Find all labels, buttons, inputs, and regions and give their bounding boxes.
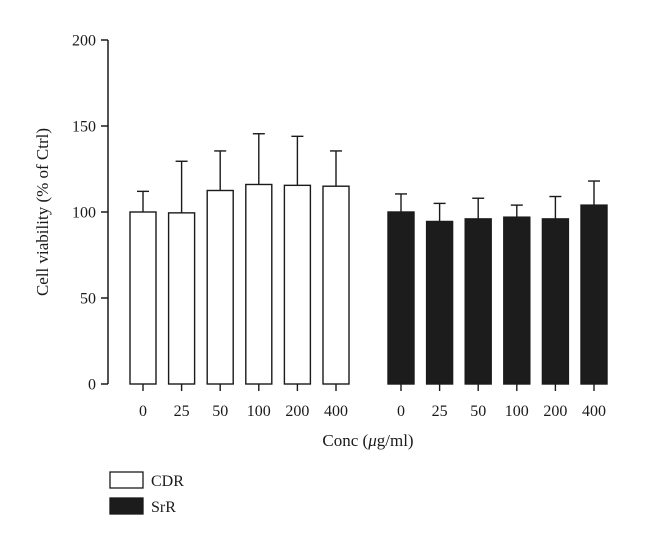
x-tick-label: 400 [582, 403, 606, 420]
x-tick-label: 0 [397, 403, 405, 420]
bar-cdr [283, 184, 312, 385]
x-tick-label: 50 [470, 403, 486, 420]
x-tick-label: 0 [139, 403, 147, 420]
legend-swatch-cdr [109, 471, 144, 489]
bars-layer [129, 133, 608, 385]
bar-cdr [167, 212, 196, 385]
bar-srr [580, 204, 608, 385]
x-tick-label: 100 [247, 403, 271, 420]
bar-srr [387, 211, 415, 385]
y-tick-label: 50 [80, 291, 96, 308]
x-tick-label: 25 [432, 403, 448, 420]
x-tick-label: 200 [543, 403, 567, 420]
y-axis-title: Cell viability (% of Ctrl) [33, 128, 52, 296]
bar-srr [541, 218, 570, 385]
x-tick-label: 100 [505, 403, 529, 420]
x-axis-title-prefix: Conc ( [322, 431, 368, 450]
bar-cdr [245, 183, 273, 385]
y-ticks: 0 50 100 150 200 [72, 33, 108, 394]
bar-srr [464, 218, 492, 385]
legend-label-cdr: CDR [151, 473, 184, 490]
bar-srr [425, 220, 454, 385]
y-tick-label: 150 [72, 119, 96, 136]
x-tick-label: 50 [212, 403, 228, 420]
legend-label-srr: SrR [151, 499, 176, 516]
x-axis-title: Conc (μg/ml) [322, 431, 413, 450]
x-tick-label: 25 [174, 403, 190, 420]
x-axis-title-suffix: g/ml) [377, 431, 414, 450]
y-tick-label: 0 [88, 377, 96, 394]
y-tick-label: 100 [72, 205, 96, 222]
legend: CDR SrR [109, 471, 184, 516]
legend-swatch-srr [109, 497, 144, 515]
y-tick-label: 200 [72, 33, 96, 50]
x-tick-label: 200 [285, 403, 309, 420]
bar-cdr [322, 185, 350, 385]
bar-cdr [129, 211, 157, 385]
x-axis-title-mu: μ [367, 431, 377, 450]
bar-srr [503, 216, 531, 385]
x-ticks: 0 25 50 100 200 400 0 25 50 100 200 400 [139, 384, 606, 420]
bar-cdr [206, 189, 234, 385]
x-tick-label: 400 [324, 403, 348, 420]
